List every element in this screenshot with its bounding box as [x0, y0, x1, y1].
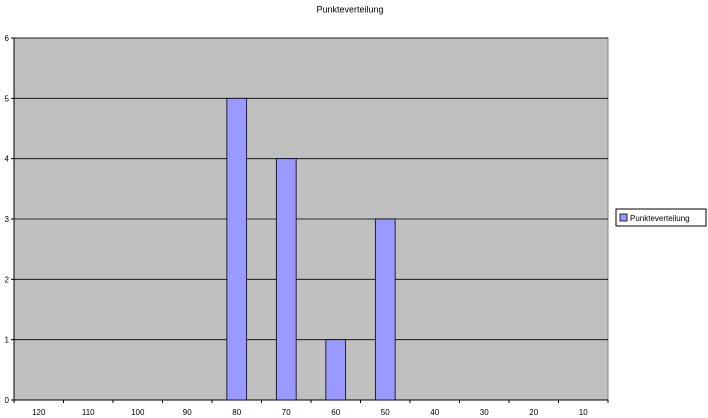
legend: Punkteverteilung: [615, 208, 707, 227]
x-tick-label: 80: [232, 408, 241, 417]
x-tick-label: 40: [430, 408, 439, 417]
legend-swatch: [619, 213, 628, 222]
x-tick-label: 110: [82, 408, 95, 417]
x-tick-label: 70: [282, 408, 291, 417]
y-tick-label: 4: [5, 155, 10, 164]
x-tick-label: 90: [183, 408, 192, 417]
x-tick-label: 50: [381, 408, 390, 417]
bar: [275, 158, 297, 401]
y-tick-label: 2: [5, 275, 10, 284]
x-tick-label: 30: [480, 408, 489, 417]
x-tick-label: 120: [32, 408, 46, 417]
bar: [325, 339, 347, 401]
y-tick-label: 3: [5, 215, 10, 224]
x-tick-label: 100: [131, 408, 145, 417]
legend-box: [615, 208, 707, 227]
bar: [374, 218, 396, 401]
y-tick-label: 0: [5, 396, 10, 405]
x-tick-label: 20: [529, 408, 538, 417]
y-tick-label: 5: [5, 94, 10, 103]
legend-label: Punkteverteilung: [630, 214, 690, 223]
bar: [226, 97, 248, 401]
x-tick-label: 60: [331, 408, 340, 417]
y-tick-label: 6: [5, 34, 10, 43]
plot-area: 0 1 2 3 4 5 6 120 110 100 90 80 70 60 50 40 30 20 10: [5, 34, 609, 417]
chart-title: Punkteverteilung: [316, 4, 383, 14]
x-tick-label: 10: [579, 408, 588, 417]
y-tick-label: 1: [5, 336, 10, 345]
